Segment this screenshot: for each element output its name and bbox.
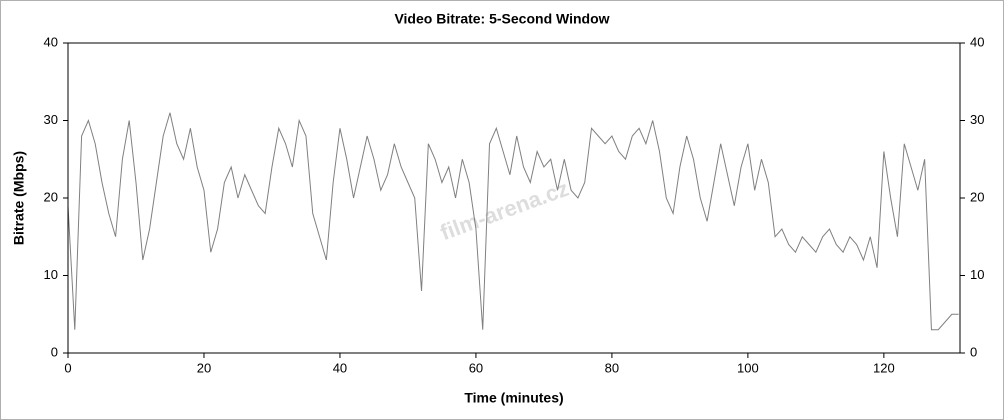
y2-tick-label: 0 xyxy=(970,344,977,359)
y-tick-label: 10 xyxy=(44,267,58,282)
data-line xyxy=(67,112,959,331)
x-axis-label: Time (minutes) xyxy=(464,390,563,406)
y2-tick-label: 30 xyxy=(970,112,984,127)
x-tick-label: 80 xyxy=(605,360,619,375)
x-tick-label: 0 xyxy=(64,360,71,375)
y2-tick-label: 40 xyxy=(970,34,984,49)
x-tick-label: 60 xyxy=(469,360,483,375)
y-tick-label: 30 xyxy=(44,112,58,127)
x-tick-label: 40 xyxy=(333,360,347,375)
x-tick-label: 120 xyxy=(873,360,895,375)
x-tick-label: 20 xyxy=(197,360,211,375)
y-tick-label: 0 xyxy=(51,344,58,359)
y-axis-label: Bitrate (Mbps) xyxy=(11,151,27,245)
y-tick-label: 40 xyxy=(44,34,58,49)
y2-tick-label: 20 xyxy=(970,189,984,204)
chart-title: Video Bitrate: 5-Second Window xyxy=(394,11,609,27)
y2-tick-label: 10 xyxy=(970,267,984,282)
y-tick-label: 20 xyxy=(44,189,58,204)
plot-frame xyxy=(67,42,961,354)
x-tick-label: 100 xyxy=(737,360,759,375)
